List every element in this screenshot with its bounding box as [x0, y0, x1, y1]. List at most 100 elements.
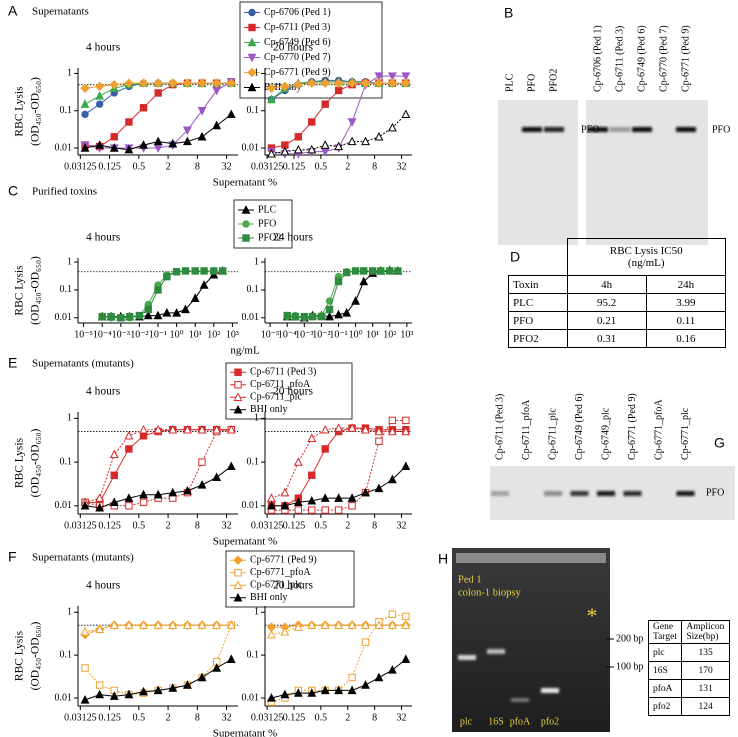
data-point	[361, 620, 370, 629]
data-point	[107, 312, 115, 321]
x-tick-label: 0.125	[98, 161, 121, 172]
x-tick-label: 8	[372, 712, 377, 723]
data-point	[226, 461, 236, 471]
blot-band	[597, 491, 615, 496]
blot-band	[632, 127, 652, 132]
data-point	[266, 83, 277, 93]
data-point	[320, 140, 330, 149]
legend-swatch	[233, 580, 243, 589]
data-point	[153, 78, 163, 88]
data-point	[387, 72, 397, 81]
y-tick-label: 0.1	[247, 649, 260, 660]
data-point	[139, 104, 148, 112]
legend-swatch	[241, 205, 251, 214]
x-axis-label: Supernatant %	[213, 177, 277, 189]
data-point	[135, 311, 144, 320]
x-tick-label: 10²	[207, 329, 220, 340]
data-point	[267, 629, 276, 639]
data-point	[154, 89, 162, 97]
empty-cell	[509, 239, 568, 276]
panel-letter: G	[714, 435, 725, 451]
data-point	[182, 424, 192, 434]
data-point	[401, 654, 411, 663]
x-tick-label: 0.03125	[64, 161, 97, 172]
table-cell: 124	[681, 697, 730, 716]
data-point	[308, 118, 316, 126]
data-point	[307, 144, 317, 154]
data-point	[402, 612, 410, 621]
data-point	[351, 267, 360, 275]
data-point	[360, 267, 368, 275]
chart-title: 4 hours	[86, 580, 121, 592]
data-point	[94, 81, 105, 92]
data-point	[168, 138, 178, 148]
data-point	[334, 493, 344, 502]
data-point	[374, 426, 384, 436]
gel-caption: colon-1 biopsy	[458, 587, 521, 598]
y-axis-label: RBC Lysis	[14, 437, 26, 488]
data-point	[153, 136, 163, 146]
x-tick-label: 0.5	[133, 161, 146, 172]
table-cell: plc	[647, 643, 683, 662]
lane-label: Cp-6771_plc	[680, 407, 691, 460]
data-point	[226, 78, 236, 88]
data-point	[401, 78, 411, 88]
data-point	[387, 426, 397, 436]
data-point	[153, 489, 163, 499]
data-point	[191, 267, 199, 275]
lane-label: Cp-6706 (Ped 1)	[592, 25, 603, 92]
data-point	[401, 109, 411, 119]
x-tick-label: 10⁻²	[130, 329, 148, 340]
data-point	[387, 474, 397, 484]
y-tick-label: 0.01	[55, 692, 73, 703]
legend-label: Cp-6711_pfoA	[250, 379, 311, 390]
x-tick-label: 0.5	[133, 712, 146, 723]
lane-label: PLC	[504, 73, 515, 92]
data-point	[182, 680, 192, 689]
data-point	[211, 78, 222, 88]
data-point	[320, 620, 330, 629]
data-point	[321, 445, 329, 453]
data-point	[308, 312, 317, 321]
chart-title: 24 hours	[273, 232, 313, 244]
legend-swatch	[247, 37, 257, 47]
header-line: (ng/mL)	[627, 257, 665, 269]
x-tick-label: 10¹	[366, 329, 379, 340]
data-point	[388, 416, 397, 425]
legend-swatch	[234, 569, 242, 577]
data-point	[199, 280, 209, 289]
column-header: 24h	[645, 275, 727, 294]
data-point	[144, 305, 152, 314]
y-axis-label: RBC Lysis	[14, 86, 26, 137]
panel-letter: E	[8, 355, 17, 371]
blot-band	[588, 127, 608, 132]
x-tick-label: 2	[166, 520, 171, 531]
data-point	[359, 276, 369, 286]
data-point	[308, 506, 316, 514]
lane-label: Cp-6771 (Ped 9)	[680, 25, 691, 92]
data-point	[81, 664, 89, 672]
data-point	[124, 689, 134, 699]
header-line: RBC Lysis IC50	[609, 245, 683, 257]
data-point	[401, 72, 411, 81]
legend-swatch	[248, 8, 256, 17]
table-cell: 131	[681, 679, 730, 698]
series-line	[102, 270, 223, 319]
amplicon-table: Gene Target Amplicon Size(bp) plc 135 16S 1…	[647, 620, 730, 716]
x-tick-label: 2	[345, 161, 350, 172]
panel-letter: B	[504, 5, 513, 21]
legend-label: PLC	[258, 204, 277, 215]
table-cell: PLC	[508, 293, 568, 312]
data-point	[153, 424, 163, 434]
lane-label: PFO2	[548, 69, 559, 92]
y-axis-label: (OD₄₅₀-OD₆₅₀)	[30, 428, 42, 497]
legend-label: Cp-6749 (Ped 6)	[264, 37, 331, 48]
data-point	[153, 620, 163, 629]
x-tick-label: 8	[372, 520, 377, 531]
data-point	[190, 293, 200, 303]
column-header: 4h	[566, 275, 647, 294]
data-point	[139, 432, 148, 440]
x-axis-label: Supernatant %	[213, 728, 277, 737]
blot-band	[491, 491, 509, 496]
